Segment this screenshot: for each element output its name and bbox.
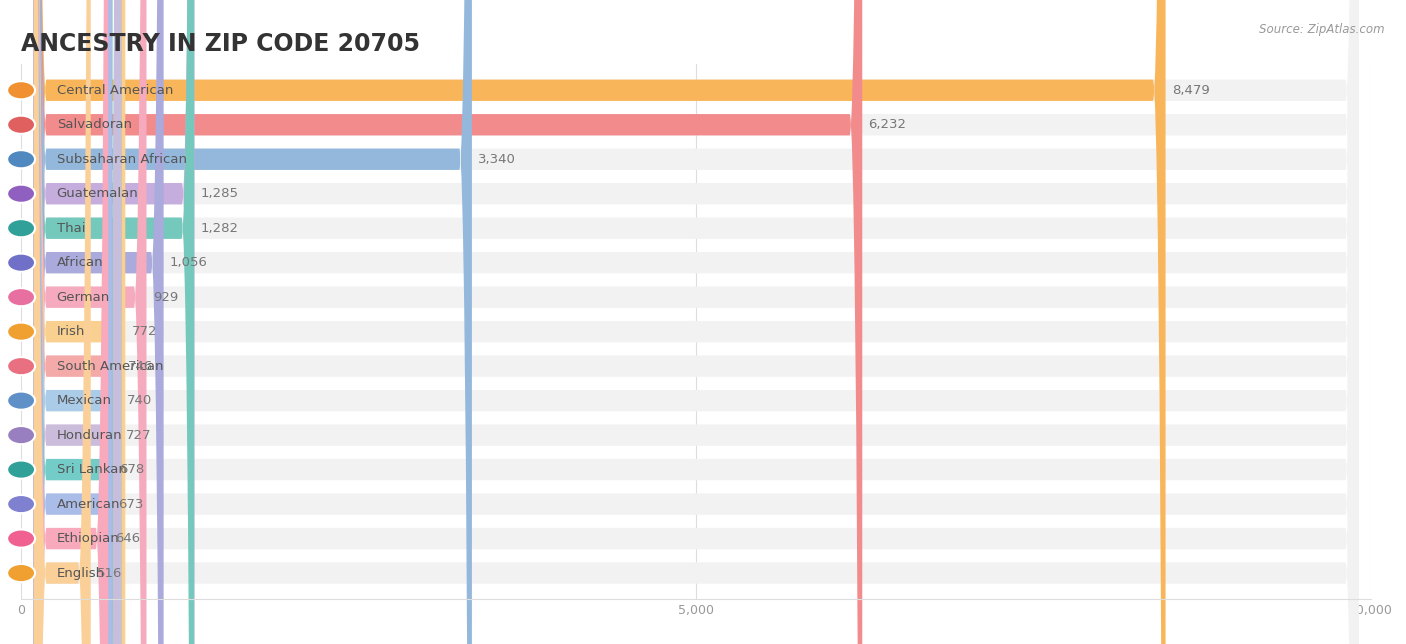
Ellipse shape (7, 357, 35, 375)
Text: 8,479: 8,479 (1171, 84, 1209, 97)
Text: 1,285: 1,285 (201, 187, 239, 200)
FancyBboxPatch shape (34, 0, 1358, 644)
Text: Guatemalan: Guatemalan (56, 187, 138, 200)
FancyBboxPatch shape (34, 0, 146, 644)
FancyBboxPatch shape (34, 0, 1358, 644)
Text: German: German (56, 290, 110, 304)
FancyBboxPatch shape (34, 0, 112, 644)
FancyBboxPatch shape (34, 0, 1358, 644)
FancyBboxPatch shape (34, 0, 194, 644)
FancyBboxPatch shape (34, 0, 1358, 644)
FancyBboxPatch shape (34, 0, 862, 644)
Text: 740: 740 (128, 394, 153, 407)
Text: African: African (56, 256, 103, 269)
FancyBboxPatch shape (34, 0, 91, 644)
Text: ANCESTRY IN ZIP CODE 20705: ANCESTRY IN ZIP CODE 20705 (21, 32, 420, 55)
Text: 6,232: 6,232 (869, 118, 907, 131)
Ellipse shape (7, 81, 35, 99)
Ellipse shape (7, 529, 35, 547)
Text: Ethiopian: Ethiopian (56, 532, 120, 545)
FancyBboxPatch shape (34, 0, 1166, 644)
Ellipse shape (7, 150, 35, 168)
Ellipse shape (7, 219, 35, 237)
Text: 929: 929 (153, 290, 179, 304)
Text: 1,056: 1,056 (170, 256, 208, 269)
FancyBboxPatch shape (34, 0, 1358, 644)
Ellipse shape (7, 460, 35, 478)
FancyBboxPatch shape (34, 0, 122, 644)
FancyBboxPatch shape (34, 0, 1358, 644)
FancyBboxPatch shape (34, 0, 163, 644)
Text: 673: 673 (118, 498, 143, 511)
Text: Irish: Irish (56, 325, 84, 338)
FancyBboxPatch shape (34, 0, 1358, 644)
Text: English: English (56, 567, 105, 580)
FancyBboxPatch shape (34, 0, 1358, 644)
Ellipse shape (7, 323, 35, 341)
Text: Subsaharan African: Subsaharan African (56, 153, 187, 166)
Text: 678: 678 (120, 463, 145, 476)
FancyBboxPatch shape (34, 0, 108, 644)
FancyBboxPatch shape (34, 0, 1358, 644)
FancyBboxPatch shape (34, 0, 1358, 644)
FancyBboxPatch shape (34, 0, 194, 644)
Text: Thai: Thai (56, 222, 86, 234)
Text: American: American (56, 498, 120, 511)
Text: Mexican: Mexican (56, 394, 111, 407)
FancyBboxPatch shape (34, 0, 1358, 644)
Ellipse shape (7, 288, 35, 307)
FancyBboxPatch shape (34, 0, 1358, 644)
Text: 772: 772 (132, 325, 157, 338)
FancyBboxPatch shape (34, 0, 472, 644)
Ellipse shape (7, 426, 35, 444)
Text: Central American: Central American (56, 84, 173, 97)
Text: South American: South American (56, 359, 163, 373)
FancyBboxPatch shape (34, 0, 120, 644)
FancyBboxPatch shape (34, 0, 1358, 644)
FancyBboxPatch shape (34, 0, 125, 644)
Text: 727: 727 (125, 429, 150, 442)
Text: 646: 646 (115, 532, 139, 545)
Ellipse shape (7, 564, 35, 582)
Text: Salvadoran: Salvadoran (56, 118, 132, 131)
Text: Sri Lankan: Sri Lankan (56, 463, 127, 476)
Text: 746: 746 (128, 359, 153, 373)
FancyBboxPatch shape (34, 0, 112, 644)
FancyBboxPatch shape (34, 0, 1358, 644)
Ellipse shape (7, 495, 35, 513)
Text: Honduran: Honduran (56, 429, 122, 442)
Text: 516: 516 (97, 567, 122, 580)
Ellipse shape (7, 392, 35, 410)
Ellipse shape (7, 254, 35, 272)
Text: Source: ZipAtlas.com: Source: ZipAtlas.com (1260, 23, 1385, 35)
Ellipse shape (7, 116, 35, 134)
Text: 3,340: 3,340 (478, 153, 516, 166)
Ellipse shape (7, 185, 35, 203)
FancyBboxPatch shape (34, 0, 121, 644)
Text: 1,282: 1,282 (201, 222, 239, 234)
FancyBboxPatch shape (34, 0, 1358, 644)
